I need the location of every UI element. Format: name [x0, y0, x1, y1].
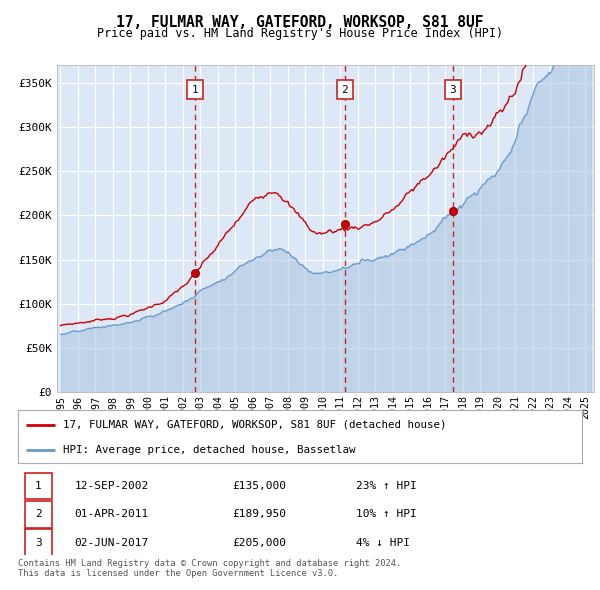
Text: £205,000: £205,000 [232, 537, 286, 548]
Text: Contains HM Land Registry data © Crown copyright and database right 2024.: Contains HM Land Registry data © Crown c… [18, 559, 401, 568]
Text: 17, FULMAR WAY, GATEFORD, WORKSOP, S81 8UF: 17, FULMAR WAY, GATEFORD, WORKSOP, S81 8… [116, 15, 484, 30]
Text: HPI: Average price, detached house, Bassetlaw: HPI: Average price, detached house, Bass… [63, 445, 356, 455]
Text: 3: 3 [449, 85, 456, 95]
FancyBboxPatch shape [25, 473, 52, 499]
Text: 17, FULMAR WAY, GATEFORD, WORKSOP, S81 8UF (detached house): 17, FULMAR WAY, GATEFORD, WORKSOP, S81 8… [63, 420, 446, 430]
FancyBboxPatch shape [25, 529, 52, 556]
Text: 10% ↑ HPI: 10% ↑ HPI [356, 509, 417, 519]
Text: 1: 1 [35, 481, 41, 491]
FancyBboxPatch shape [337, 80, 353, 99]
Text: 1: 1 [192, 85, 199, 95]
FancyBboxPatch shape [187, 80, 203, 99]
Text: 2: 2 [341, 85, 348, 95]
FancyBboxPatch shape [25, 501, 52, 527]
Text: 01-APR-2011: 01-APR-2011 [74, 509, 149, 519]
FancyBboxPatch shape [445, 80, 461, 99]
Text: 3: 3 [35, 537, 41, 548]
Text: £135,000: £135,000 [232, 481, 286, 491]
Text: 4% ↓ HPI: 4% ↓ HPI [356, 537, 410, 548]
Text: £189,950: £189,950 [232, 509, 286, 519]
Text: Price paid vs. HM Land Registry's House Price Index (HPI): Price paid vs. HM Land Registry's House … [97, 27, 503, 40]
Text: 23% ↑ HPI: 23% ↑ HPI [356, 481, 417, 491]
Text: 02-JUN-2017: 02-JUN-2017 [74, 537, 149, 548]
Text: This data is licensed under the Open Government Licence v3.0.: This data is licensed under the Open Gov… [18, 569, 338, 578]
Text: 2: 2 [35, 509, 41, 519]
Text: 12-SEP-2002: 12-SEP-2002 [74, 481, 149, 491]
